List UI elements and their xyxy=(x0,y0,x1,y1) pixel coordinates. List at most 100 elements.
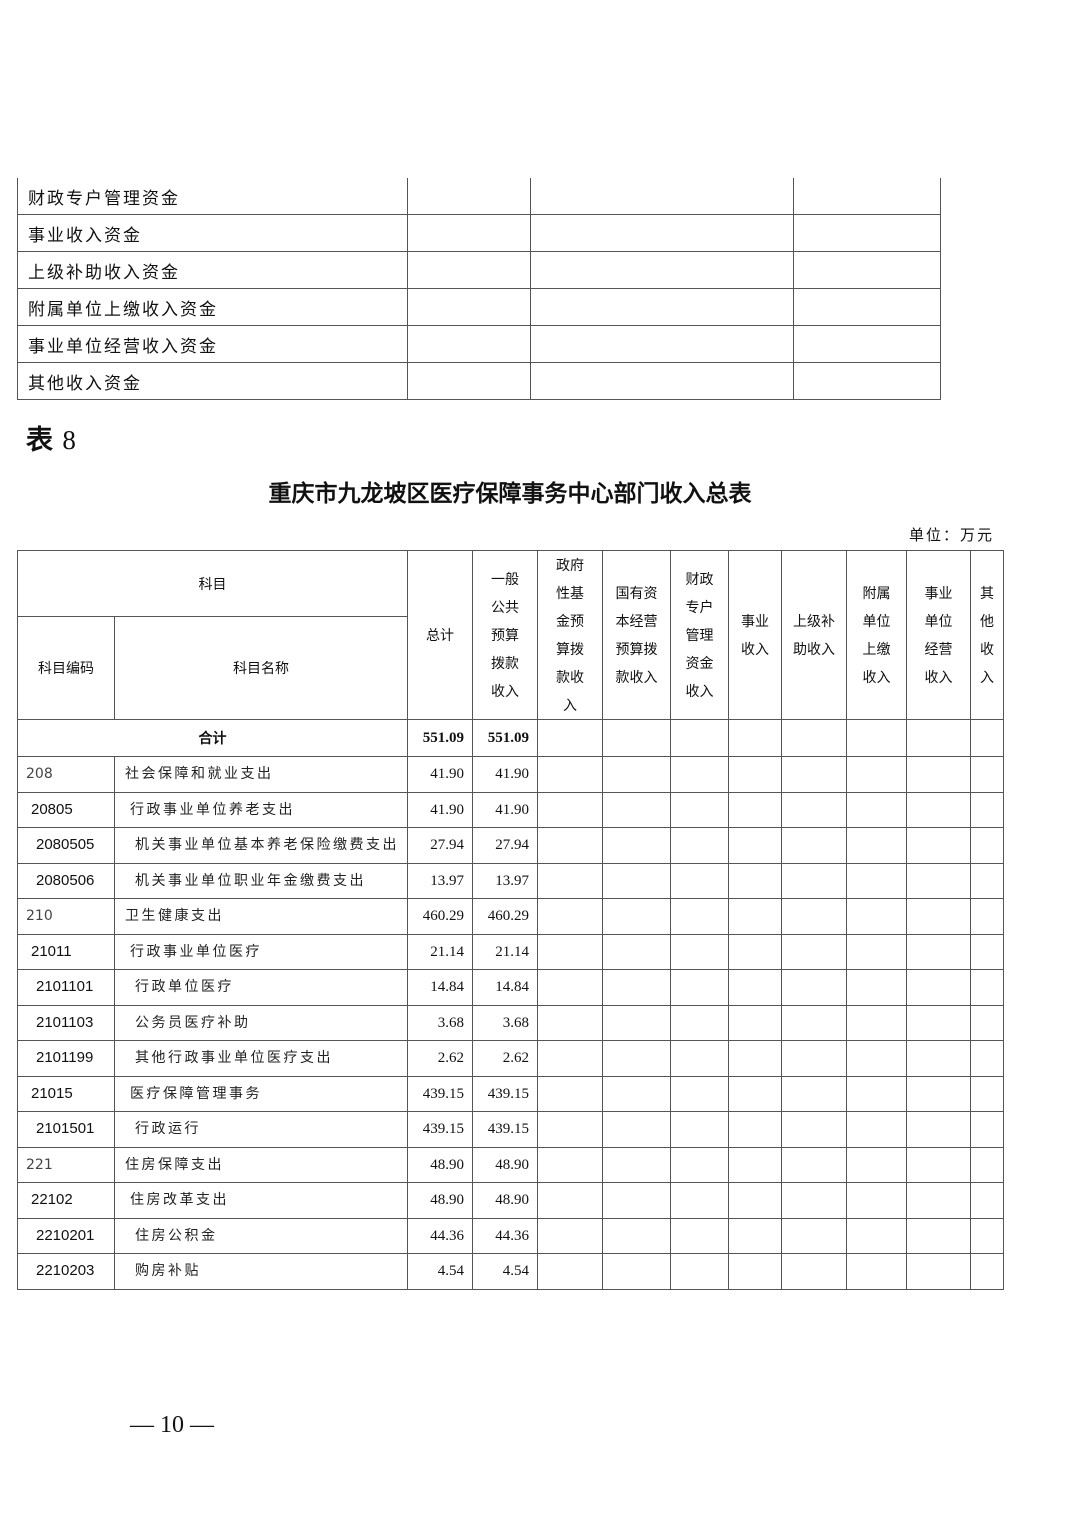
row-general-public: 13.97 xyxy=(472,862,538,899)
row-code: 2080506 xyxy=(17,862,115,899)
row-empty-cell xyxy=(670,791,729,828)
row-empty-cell xyxy=(970,756,1004,793)
row-code: 22102 xyxy=(17,1182,115,1219)
row-empty-cell xyxy=(846,933,907,970)
row-general-public: 439.15 xyxy=(472,1075,538,1112)
header-business-operation: 事业单位经营收入 xyxy=(906,550,971,720)
row-code: 2101101 xyxy=(17,969,115,1006)
row-empty-cell xyxy=(537,1040,603,1077)
row-empty-cell xyxy=(728,898,782,935)
table-row: 2080505 机关事业单位基本养老保险缴费支出 27.94 27.94 xyxy=(17,827,1004,864)
row-empty-cell xyxy=(670,1146,729,1183)
row-general-public: 2.62 xyxy=(472,1040,538,1077)
row-empty-cell xyxy=(906,756,971,793)
row-empty-cell xyxy=(602,969,671,1006)
row-total: 4.54 xyxy=(407,1253,473,1290)
header-name: 科目名称 xyxy=(114,616,408,720)
row-total: 13.97 xyxy=(407,862,473,899)
row-empty-cell xyxy=(846,756,907,793)
row-name: 其他行政事业单位医疗支出 xyxy=(114,1040,408,1077)
row-empty-cell xyxy=(728,1075,782,1112)
table-row: 2210201 住房公积金 44.36 44.36 xyxy=(17,1217,1004,1254)
row-empty-cell xyxy=(602,1040,671,1077)
row-empty-cell xyxy=(906,1075,971,1112)
row-empty-cell xyxy=(906,1146,971,1183)
row-general-public: 41.90 xyxy=(472,791,538,828)
row-empty-cell xyxy=(970,933,1004,970)
row-code: 20805 xyxy=(17,791,115,828)
row-total: 41.90 xyxy=(407,756,473,793)
row-general-public: 44.36 xyxy=(472,1217,538,1254)
row-empty-cell xyxy=(970,1253,1004,1290)
row-code: 21011 xyxy=(17,933,115,970)
row-general-public: 48.90 xyxy=(472,1182,538,1219)
row-empty-cell xyxy=(781,1111,847,1148)
header-affiliated: 附属单位上缴收入 xyxy=(846,550,907,720)
row-total: 3.68 xyxy=(407,1004,473,1041)
row-empty-cell xyxy=(728,1111,782,1148)
row-empty-cell xyxy=(670,1217,729,1254)
row-empty-cell xyxy=(602,1146,671,1183)
row-empty-cell xyxy=(970,1075,1004,1112)
table-label-number: 8 xyxy=(62,425,76,455)
row-empty-cell xyxy=(906,898,971,935)
row-empty-cell xyxy=(906,862,971,899)
row-empty-cell xyxy=(537,1111,603,1148)
row-empty-cell xyxy=(970,1111,1004,1148)
table-row: 221 住房保障支出 48.90 48.90 xyxy=(17,1146,1004,1183)
row-empty-cell xyxy=(537,1075,603,1112)
row-empty-cell xyxy=(602,933,671,970)
row-empty-cell xyxy=(670,862,729,899)
row-empty-cell xyxy=(537,827,603,864)
row-empty-cell xyxy=(846,898,907,935)
unit-label: 单位：万元 xyxy=(908,526,994,544)
row-empty-cell xyxy=(670,827,729,864)
row-empty-cell xyxy=(670,898,729,935)
total-general-public: 551.09 xyxy=(472,719,538,757)
row-empty-cell xyxy=(537,898,603,935)
header-business: 事业收入 xyxy=(728,550,782,720)
row-empty-cell xyxy=(537,1004,603,1041)
row-code: 221 xyxy=(17,1146,115,1183)
prev-table-row: 财政专户管理资金 xyxy=(17,178,941,215)
row-empty-cell xyxy=(670,756,729,793)
row-empty-cell xyxy=(602,1253,671,1290)
row-empty-cell xyxy=(602,827,671,864)
row-code: 208 xyxy=(17,756,115,793)
row-name: 行政单位医疗 xyxy=(114,969,408,1006)
row-empty-cell xyxy=(970,969,1004,1006)
row-empty-cell xyxy=(537,1217,603,1254)
header-fiscal-special: 财政专户管理资金收入 xyxy=(670,550,729,720)
row-empty-cell xyxy=(781,969,847,1006)
row-empty-cell xyxy=(846,969,907,1006)
table-row: 2101501 行政运行 439.15 439.15 xyxy=(17,1111,1004,1148)
table-row: 22102 住房改革支出 48.90 48.90 xyxy=(17,1182,1004,1219)
row-empty-cell xyxy=(602,862,671,899)
row-total: 439.15 xyxy=(407,1111,473,1148)
row-general-public: 14.84 xyxy=(472,969,538,1006)
header-other: 其他收入 xyxy=(970,550,1004,720)
table-row: 21015 医疗保障管理事务 439.15 439.15 xyxy=(17,1075,1004,1112)
row-empty-cell xyxy=(906,1182,971,1219)
row-name: 卫生健康支出 xyxy=(114,898,408,935)
row-empty-cell xyxy=(846,791,907,828)
row-code: 2101501 xyxy=(17,1111,115,1148)
row-empty-cell xyxy=(602,1004,671,1041)
row-empty-cell xyxy=(670,969,729,1006)
row-empty-cell xyxy=(602,1182,671,1219)
row-code: 2210201 xyxy=(17,1217,115,1254)
row-empty-cell xyxy=(728,1182,782,1219)
row-empty-cell xyxy=(537,862,603,899)
prev-table-row: 附属单位上缴收入资金 xyxy=(17,288,941,326)
row-name: 购房补贴 xyxy=(114,1253,408,1290)
row-empty-cell xyxy=(781,933,847,970)
row-empty-cell xyxy=(781,898,847,935)
prev-table-row: 上级补助收入资金 xyxy=(17,251,941,289)
row-empty-cell xyxy=(670,1182,729,1219)
row-empty-cell xyxy=(728,1217,782,1254)
row-code: 2080505 xyxy=(17,827,115,864)
row-empty-cell xyxy=(728,969,782,1006)
row-empty-cell xyxy=(728,933,782,970)
row-empty-cell xyxy=(670,1111,729,1148)
row-empty-cell xyxy=(781,1004,847,1041)
